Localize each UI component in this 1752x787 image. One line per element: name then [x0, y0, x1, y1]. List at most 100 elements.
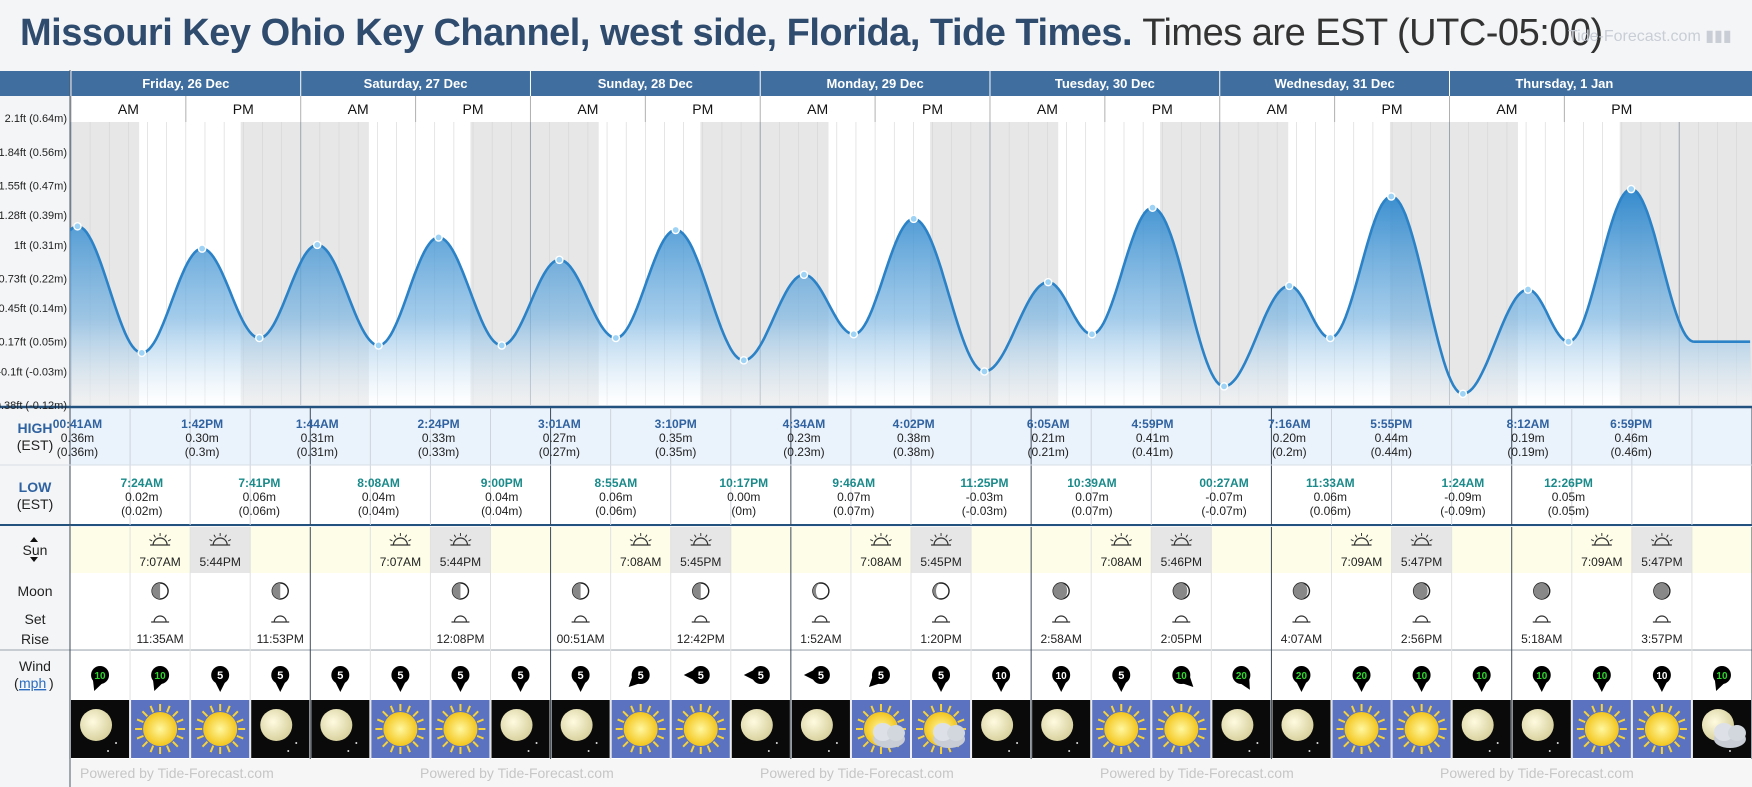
sun-ray — [232, 710, 239, 717]
moon-set-time: 3:57PM — [1641, 632, 1682, 646]
wind-badge — [631, 666, 650, 684]
wind-badge — [571, 666, 590, 684]
wind-speed: 5 — [1118, 670, 1124, 682]
sun-ray — [917, 718, 925, 724]
footer-watermark: Powered by Tide-Forecast.com — [420, 765, 614, 781]
sun-ray — [716, 734, 725, 740]
low-tide-point — [1326, 333, 1335, 343]
sun-ray — [1673, 741, 1681, 748]
sunrise-ray — [408, 539, 412, 542]
sun-ray — [1638, 734, 1646, 740]
title-timezone: Times are EST (UTC-05:00) — [1142, 12, 1603, 54]
wind-unit-link: mph — [19, 675, 46, 691]
star-icon — [1008, 750, 1011, 752]
tide-layer — [70, 184, 1752, 405]
sun-ray — [690, 745, 695, 753]
high-tide-height: 0.30m — [185, 431, 218, 445]
sun-ray — [196, 734, 204, 740]
star-icon — [595, 742, 598, 744]
low-tide-time: 00:27AM — [1199, 476, 1248, 490]
moon-set-icon — [691, 615, 710, 623]
moon-set-time: 1:20PM — [920, 632, 961, 646]
wind-speed: 10 — [1416, 671, 1428, 682]
sunrise-icon — [870, 533, 892, 546]
moon-icon — [981, 709, 1014, 741]
wind-badge — [1412, 666, 1431, 684]
moon-rise-time: 1:52AM — [800, 632, 841, 646]
high-tide-point — [555, 255, 564, 265]
wind-speed: 10 — [1536, 671, 1548, 682]
sunset-icon — [689, 533, 712, 546]
wind-arrow-head — [1596, 682, 1607, 692]
ampm-label: PM — [1382, 101, 1403, 117]
sun-ray — [1427, 745, 1433, 753]
sun-ray — [1607, 705, 1613, 713]
sun-ray — [1591, 705, 1596, 713]
sun-ray — [652, 710, 660, 717]
sun-ray — [1377, 718, 1386, 724]
low-tide-height: 0.04m — [485, 490, 518, 504]
high-tide-height-alt: (0.3m) — [185, 445, 220, 459]
sun-ray — [1197, 734, 1205, 740]
sun-row — [0, 527, 1752, 573]
moon-arc — [1655, 615, 1669, 623]
sun-ray — [236, 718, 244, 724]
low-tide-height: 0.07m — [1075, 490, 1108, 504]
sun-ray — [646, 745, 652, 753]
star-icon — [527, 750, 530, 752]
sunrise-ray — [1609, 539, 1613, 542]
wind-badge — [932, 666, 951, 684]
sunset-ray — [227, 539, 232, 542]
wind-arrow-head — [455, 682, 466, 692]
sun-ray — [176, 734, 184, 740]
high-tide-point — [1386, 192, 1396, 201]
day-header-bar — [0, 71, 1752, 96]
wind-speed: 5 — [337, 670, 343, 682]
moon-arc — [273, 615, 287, 623]
sun-ray — [232, 741, 239, 748]
moon-icon — [80, 709, 113, 741]
high-tide-height: 0.36m — [61, 431, 94, 445]
ampm-label: PM — [922, 101, 943, 117]
high-tide-height-alt: (0.38m) — [893, 445, 934, 459]
sunrise-ray — [404, 534, 408, 538]
sun-ray — [416, 718, 424, 724]
sun-toggle-icon — [30, 537, 38, 562]
moon-arc — [1415, 615, 1429, 623]
wind-arrow-head — [1536, 682, 1547, 692]
low-tide-height: 0.05m — [1552, 490, 1585, 504]
wind-arrow-head — [628, 676, 640, 688]
sun-ray — [1351, 745, 1356, 753]
high-tide-height-alt: (0.33m) — [418, 445, 459, 459]
moon-icon — [320, 709, 353, 741]
high-tide-time: 5:55PM — [1370, 417, 1412, 431]
sunrise-icon — [1350, 533, 1373, 546]
sunrise-icon — [629, 533, 652, 546]
sunset-ray — [1669, 539, 1673, 542]
moon-phase-icon — [571, 582, 590, 600]
low-tide-height-alt: (0.04m) — [481, 504, 522, 518]
sun-ray — [1643, 741, 1650, 748]
sunset-arc — [693, 537, 709, 546]
sun-ray — [176, 718, 184, 724]
low-row — [0, 465, 1752, 525]
wind-speed: 5 — [818, 670, 824, 682]
sun-ray — [677, 734, 685, 740]
wind-arrow-icon — [1536, 682, 1547, 692]
wind-badge — [811, 666, 830, 684]
wind-speed: 5 — [217, 670, 223, 682]
sunrise-ray — [644, 534, 648, 538]
low-tide-height: 0.02m — [125, 490, 158, 504]
moon-set-time: 2:56PM — [1401, 632, 1442, 646]
sunrise-ray — [648, 539, 652, 542]
sun-ray — [449, 705, 455, 713]
wind-arrow-head — [1296, 682, 1307, 692]
sunset-ray — [1425, 534, 1429, 538]
sun-ray — [1193, 710, 1200, 717]
low-tide-height-alt: (-0.09m) — [1440, 504, 1485, 518]
wind-badge — [1532, 666, 1551, 684]
wind-speed: 5 — [397, 670, 403, 682]
sun-ray — [930, 745, 936, 753]
day-label: Friday, 26 Dec — [142, 76, 229, 91]
sun-ray — [476, 718, 484, 724]
